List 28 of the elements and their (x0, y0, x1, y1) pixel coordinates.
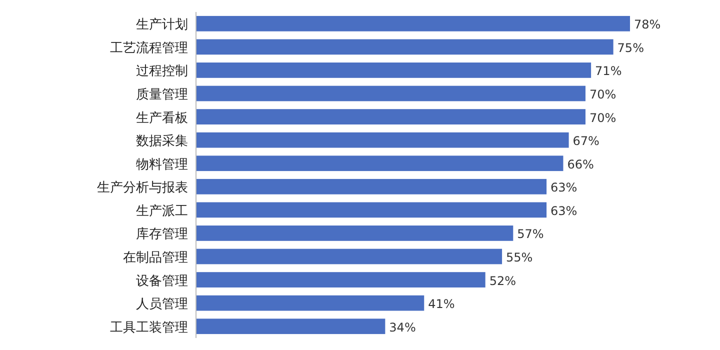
category-label: 过程控制 (136, 64, 188, 80)
data-label: 34% (389, 320, 416, 334)
category-label: 生产派工 (136, 204, 188, 219)
category-label: 质量管理 (136, 88, 188, 102)
category-label: 设备管理 (136, 274, 188, 289)
data-label: 55% (506, 250, 533, 264)
category-label: 工艺流程管理 (110, 40, 188, 56)
data-label: 41% (428, 297, 455, 312)
data-label: 63% (550, 204, 578, 218)
data-label: 67% (572, 134, 600, 148)
category-label: 物料管理 (136, 157, 188, 172)
category-label: 在制品管理 (123, 250, 188, 266)
data-label: 71% (595, 64, 622, 78)
category-label: 生产看板 (136, 110, 188, 126)
data-label: 52% (489, 274, 516, 288)
category-label: 生产计划 (136, 18, 188, 33)
data-label: 70% (589, 88, 616, 102)
category-label: 数据采集 (136, 134, 188, 150)
category-label: 人员管理 (136, 297, 188, 312)
data-label: 70% (589, 110, 616, 125)
category-label: 工具工装管理 (110, 320, 188, 336)
data-label: 78% (634, 18, 661, 32)
data-label: 75% (617, 40, 644, 55)
data-label: 63% (550, 180, 578, 195)
category-label: 库存管理 (136, 227, 188, 242)
data-label: 57% (517, 227, 544, 242)
category-label: 生产分析与报表 (97, 180, 188, 196)
data-label: 66% (567, 157, 594, 172)
